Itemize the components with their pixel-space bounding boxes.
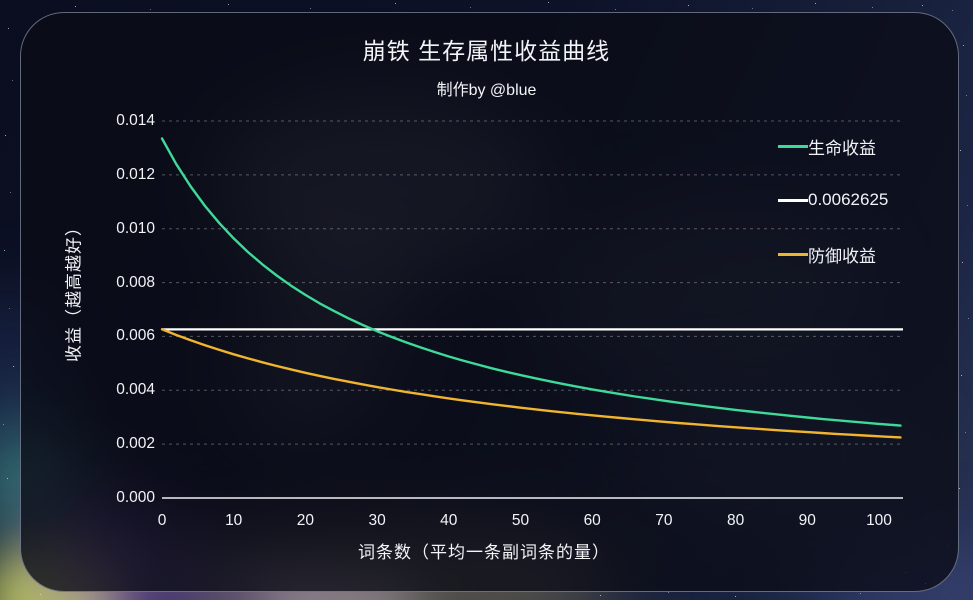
y-tick-label: 0.008 [116, 273, 155, 291]
y-tick-label: 0.010 [116, 219, 155, 237]
def-benefit-curve [160, 328, 902, 439]
legend: 生命收益 0.0062625 防御收益 [778, 119, 928, 281]
y-tick-label: 0.006 [116, 327, 155, 345]
hp-benefit-line-swatch [778, 144, 808, 148]
x-tick-label: 50 [511, 512, 530, 529]
y-tick-label: 0.014 [116, 112, 155, 129]
y-tick-label: 0.012 [116, 165, 155, 183]
legend-item-def-benefit[interactable]: 防御收益 [778, 227, 928, 281]
hp-benefit-curve [160, 137, 902, 427]
legend-label-def-benefit: 防御收益 [808, 246, 876, 266]
x-tick-label: 80 [726, 512, 745, 529]
x-tick-label: 20 [296, 512, 315, 529]
legend-label-hp-benefit: 生命收益 [808, 138, 876, 158]
x-tick-label: 10 [225, 512, 243, 529]
chart-title: 崩铁 生存属性收益曲线 [362, 38, 611, 64]
x-tick-label: 70 [655, 512, 673, 529]
x-tick-label: 90 [798, 512, 816, 529]
legend-item-hp-benefit[interactable]: 生命收益 [778, 119, 928, 173]
y-tick-label: 0.002 [116, 435, 155, 453]
reference-line-swatch [778, 198, 808, 202]
chart-subtitle: 制作by @blue [436, 82, 537, 99]
y-tick-label: 0.000 [116, 489, 155, 506]
def-benefit-line-swatch [778, 252, 808, 256]
y-tick-label: 0.004 [116, 381, 155, 399]
y-axis-title: 收益（越高越好） [64, 218, 84, 362]
x-tick-label: 40 [440, 512, 458, 529]
legend-label-reference-line: 0.0062625 [808, 190, 889, 209]
x-tick-label: 60 [583, 512, 601, 529]
x-axis-title: 词条数（平均一条副词条的量） [358, 543, 610, 562]
x-tick-label: 30 [368, 512, 386, 529]
chart-panel [20, 12, 959, 592]
legend-item-reference-line[interactable]: 0.0062625 [778, 173, 928, 227]
x-tick-label: 0 [157, 512, 167, 529]
x-tick-label: 100 [866, 512, 892, 529]
